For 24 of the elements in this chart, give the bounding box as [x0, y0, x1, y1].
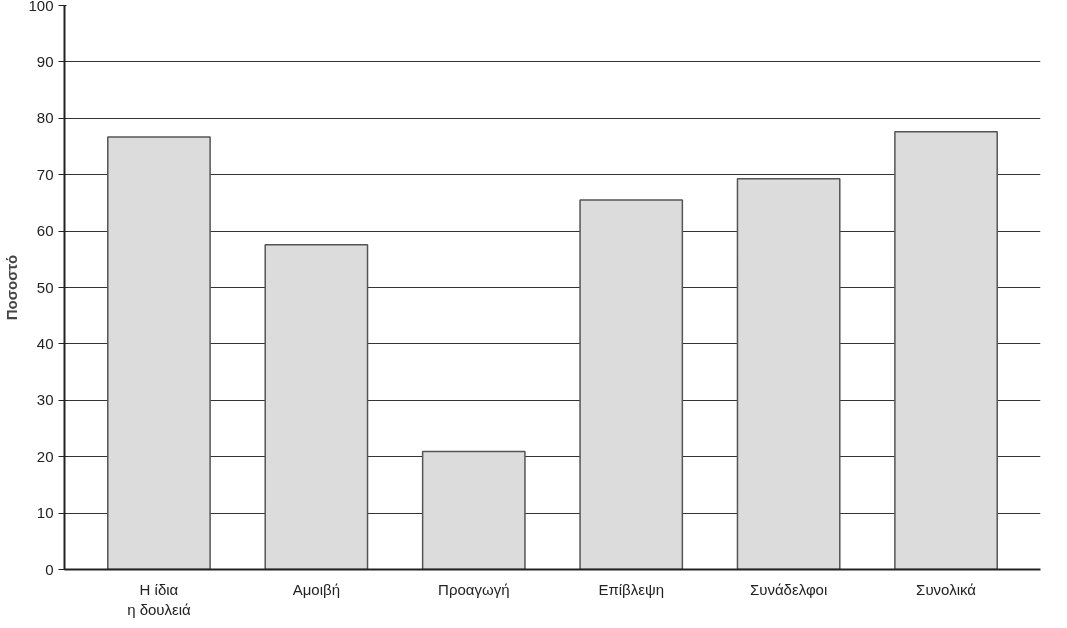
bar — [264, 243, 369, 570]
x-tick-label: Επίβλεψη — [598, 580, 664, 598]
x-tick-label: Συνάδελφοι — [749, 580, 828, 598]
bar — [579, 199, 684, 570]
x-tick-label: Συνολικά — [916, 580, 977, 598]
y-tick-label: 90 — [36, 52, 54, 70]
bar — [421, 450, 526, 570]
y-tick-label: 20 — [36, 447, 54, 465]
y-tick-label: 80 — [36, 109, 54, 127]
bar — [894, 131, 998, 570]
y-axis-title: Ποσοστό — [3, 254, 21, 321]
x-tick-label: Προαγωγή — [438, 580, 510, 598]
x-tick-label: Αμοιβή — [292, 580, 341, 598]
x-tick-label: Η ίδια η δουλειά — [127, 580, 192, 618]
bar — [736, 177, 841, 570]
bar — [107, 136, 211, 570]
y-tick-label: 10 — [36, 504, 54, 522]
y-tick-label: 40 — [36, 334, 54, 352]
y-tick-label: 60 — [36, 222, 54, 240]
y-tick-label: 100 — [28, 0, 54, 14]
y-tick-label: 0 — [45, 560, 54, 578]
y-tick-label: 50 — [36, 278, 54, 296]
y-tick-label: 70 — [36, 165, 54, 183]
y-tick-label: 30 — [36, 391, 54, 409]
